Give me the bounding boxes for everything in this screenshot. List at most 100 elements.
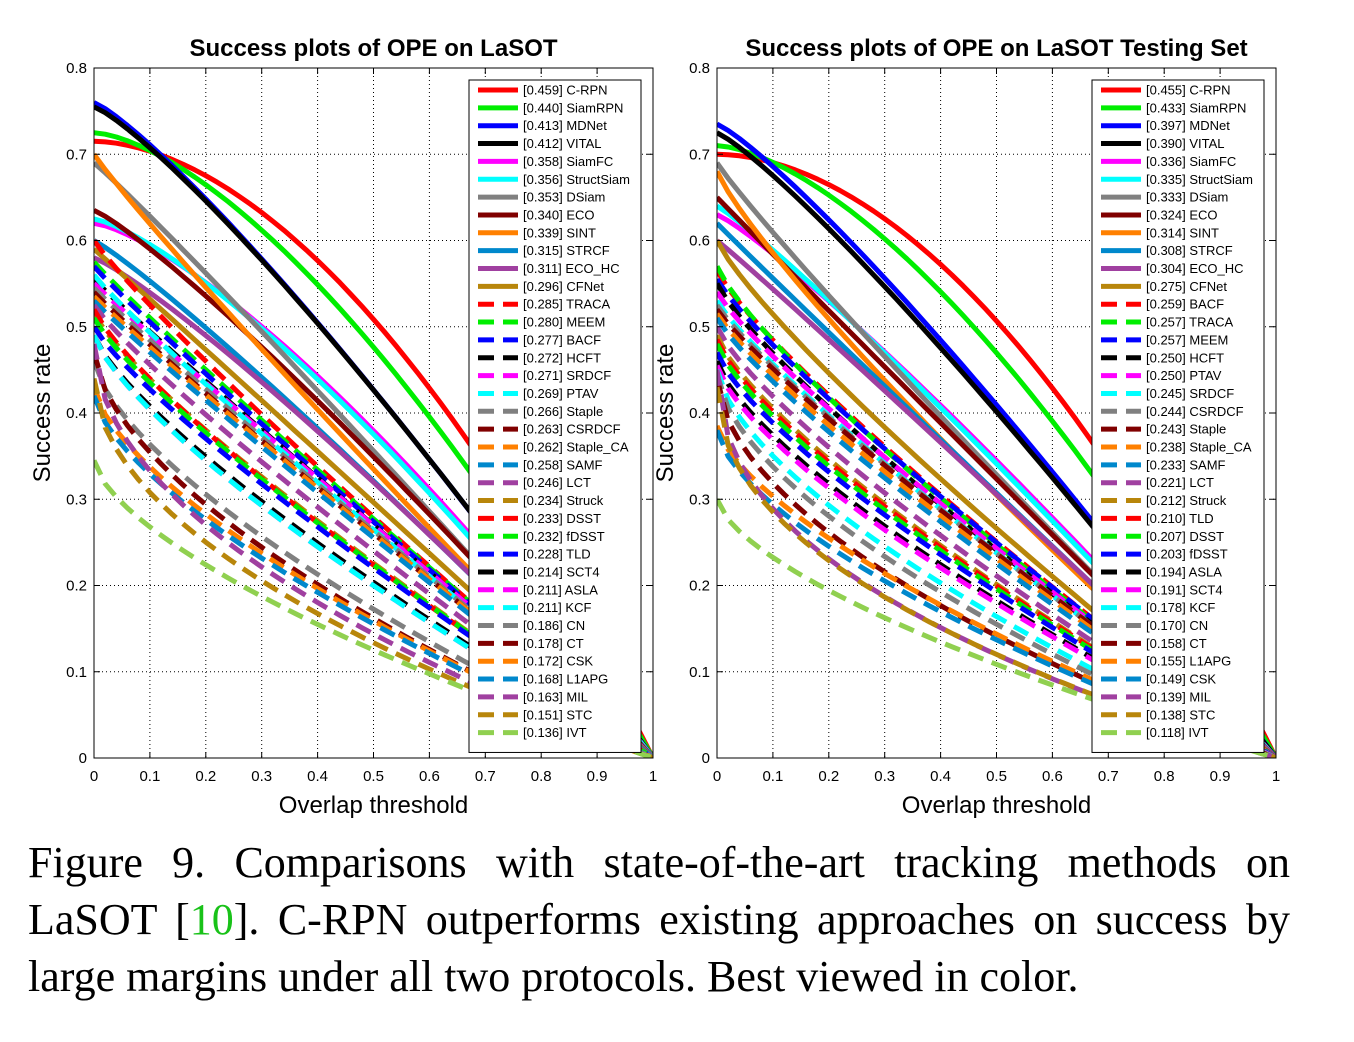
legend-entry: [0.232] fDSST (523, 529, 605, 544)
x-tick-label: 0.3 (874, 768, 895, 785)
legend-entry: [0.455] C-RPN (1146, 83, 1231, 98)
legend-entry: [0.339] SINT (523, 225, 596, 240)
legend-entry: [0.271] SRDCF (523, 368, 611, 383)
legend-entry: [0.170] CN (1146, 618, 1208, 633)
x-tick-label: 0.2 (818, 768, 839, 785)
legend-entry: [0.269] PTAV (523, 386, 599, 401)
x-tick-label: 0.8 (1154, 768, 1175, 785)
legend-entry: [0.356] StructSiam (523, 172, 630, 187)
legend-entry: [0.243] Staple (1146, 422, 1226, 437)
legend-entry: [0.191] SCT4 (1146, 582, 1223, 597)
series-line (717, 373, 1276, 758)
legend-entry: [0.158] CT (1146, 636, 1207, 651)
series-line (94, 334, 653, 758)
legend-entry: [0.233] SAMF (1146, 457, 1226, 472)
y-tick-label: 0.4 (66, 405, 87, 422)
legend-entry: [0.285] TRACA (523, 297, 611, 312)
series-line (94, 360, 653, 758)
x-tick-label: 1 (649, 768, 657, 785)
legend-entry: [0.257] TRACA (1146, 315, 1234, 330)
legend-entry: [0.390] VITAL (1146, 136, 1225, 151)
legend-entry: [0.412] VITAL (523, 136, 602, 151)
series-line (94, 459, 653, 758)
legend-entry: [0.311] ECO_HC (523, 261, 620, 276)
legend-entry: [0.245] SRDCF (1146, 386, 1234, 401)
x-tick-label: 0.4 (307, 768, 328, 785)
x-tick-label: 0.7 (475, 768, 496, 785)
legend-entry: [0.246] LCT (523, 475, 591, 490)
success-plot-lasot-testing-set: Success plots of OPE on LaSOT Testing Se… (652, 35, 1280, 819)
y-tick-label: 0 (79, 750, 87, 767)
chart-title: Success plots of OPE on LaSOT (189, 35, 557, 62)
legend-entry: [0.440] SiamRPN (523, 100, 623, 115)
legend-entry: [0.304] ECO_HC (1146, 261, 1244, 276)
legend-entry: [0.234] Struck (523, 493, 604, 508)
caption-prefix: Figure 9. Comparisons with state-of-the-… (28, 838, 1290, 944)
legend-entry: [0.413] MDNet (523, 118, 607, 133)
series-line (717, 334, 1276, 758)
x-tick-label: 0.9 (587, 768, 608, 785)
legend-entry: [0.258] SAMF (523, 457, 603, 472)
legend-entry: [0.136] IVT (523, 725, 587, 740)
axes (93, 67, 654, 759)
figure-caption: Figure 9. Comparisons with state-of-the-… (28, 834, 1290, 1005)
x-axis-label: Overlap threshold (279, 792, 468, 819)
y-tick-label: 0.8 (66, 60, 87, 77)
legend-entry: [0.315] STRCF (523, 243, 610, 258)
legend-entry: [0.163] MIL (523, 689, 588, 704)
y-tick-label: 0.6 (689, 233, 710, 250)
legend-entry: [0.324] ECO (1146, 207, 1218, 222)
legend-entry: [0.172] CSK (523, 654, 593, 669)
legend-entry: [0.266] Staple (523, 404, 603, 419)
caption-citation-link[interactable]: 10 (189, 895, 234, 944)
legend-entry: [0.138] STC (1146, 707, 1215, 722)
y-tick-label: 0.8 (689, 60, 710, 77)
legend: [0.455] C-RPN [0.433] SiamRPN [0.397] MDNe… (1091, 79, 1265, 753)
legend-entry: [0.155] L1APG (1146, 654, 1231, 669)
legend-entry: [0.275] CFNet (1146, 279, 1227, 294)
legend: [0.459] C-RPN [0.440] SiamRPN [0.413] MDNe… (468, 79, 642, 753)
y-axis-label: Success rate (652, 344, 679, 483)
legend-entry: [0.308] STRCF (1146, 243, 1233, 258)
x-axis-label: Overlap threshold (902, 792, 1091, 819)
series-line (94, 334, 653, 758)
legend-entry: [0.314] SINT (1146, 225, 1219, 240)
legend-entry: [0.238] Staple_CA (1146, 440, 1252, 455)
y-tick-label: 0.6 (66, 233, 87, 250)
series-line (94, 273, 653, 758)
legend-entry: [0.221] LCT (1146, 475, 1214, 490)
x-tick-label: 0 (90, 768, 98, 785)
legend-entry: [0.257] MEEM (1146, 332, 1228, 347)
x-tick-label: 0.1 (762, 768, 783, 785)
legend-entry: [0.250] PTAV (1146, 368, 1222, 383)
x-tick-label: 0.1 (139, 768, 160, 785)
legend-entry: [0.151] STC (523, 707, 592, 722)
y-tick-label: 0.1 (66, 664, 87, 681)
y-tick-label: 0.7 (66, 146, 87, 163)
x-tick-label: 0.5 (363, 768, 384, 785)
legend-entry: [0.211] KCF (523, 600, 591, 615)
legend-entry: [0.233] DSST (523, 511, 601, 526)
legend-entry: [0.353] DSiam (523, 190, 605, 205)
figure-panels: Success plots of OPE on LaSOT 0 0.1 0.2 0.3 0… (29, 35, 1280, 819)
series-line (717, 338, 1276, 758)
y-axis-label: Success rate (29, 344, 56, 483)
legend-entry: [0.259] BACF (1146, 297, 1224, 312)
legend-entry: [0.340] ECO (523, 207, 595, 222)
y-tick-label: 0 (702, 750, 710, 767)
legend-entry: [0.336] SiamFC (1146, 154, 1236, 169)
legend-entry: [0.118] IVT (1146, 725, 1209, 740)
legend-entry: [0.433] SiamRPN (1146, 100, 1246, 115)
legend-entry: [0.139] MIL (1146, 689, 1211, 704)
legend-entry: [0.397] MDNet (1146, 118, 1230, 133)
chart-title: Success plots of OPE on LaSOT Testing Se… (745, 35, 1247, 62)
legend-entry: [0.211] ASLA (523, 582, 598, 597)
legend-entry: [0.296] CFNet (523, 279, 604, 294)
legend-entry: [0.194] ASLA (1146, 564, 1222, 579)
legend-entry: [0.207] DSST (1146, 529, 1224, 544)
x-tick-label: 0.7 (1098, 768, 1119, 785)
legend-entry: [0.186] CN (523, 618, 585, 633)
legend-entry: [0.228] TLD (523, 547, 591, 562)
legend-entry: [0.203] fDSST (1146, 547, 1228, 562)
y-tick-label: 0.3 (66, 491, 87, 508)
